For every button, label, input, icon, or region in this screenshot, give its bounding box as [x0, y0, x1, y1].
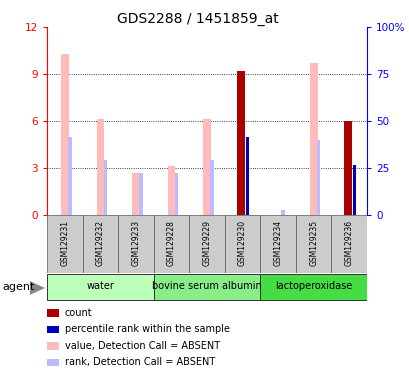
Bar: [237, 71, 245, 215]
Text: GSM129233: GSM129233: [131, 220, 140, 266]
Bar: [47, 215, 83, 273]
Bar: [245, 137, 248, 215]
Bar: [224, 215, 260, 273]
Bar: [174, 173, 178, 215]
Bar: [316, 140, 319, 215]
Bar: [47, 274, 153, 300]
Text: GSM129228: GSM129228: [166, 220, 175, 266]
Bar: [210, 160, 213, 215]
Text: lactoperoxidase: lactoperoxidase: [274, 281, 351, 291]
Bar: [153, 215, 189, 273]
Bar: [281, 210, 284, 215]
Bar: [260, 215, 295, 273]
Bar: [260, 274, 366, 300]
Bar: [118, 215, 153, 273]
Bar: [132, 173, 139, 215]
Bar: [330, 215, 366, 273]
Text: GSM129230: GSM129230: [238, 220, 247, 266]
Text: GSM129235: GSM129235: [308, 220, 317, 266]
Bar: [153, 274, 260, 300]
Text: GSM129229: GSM129229: [202, 220, 211, 266]
Text: agent: agent: [2, 282, 34, 292]
Text: GSM129234: GSM129234: [273, 220, 282, 266]
Bar: [167, 166, 175, 215]
Title: GDS2288 / 1451859_at: GDS2288 / 1451859_at: [116, 12, 278, 26]
Text: GSM129236: GSM129236: [344, 220, 353, 266]
Text: bovine serum albumin: bovine serum albumin: [152, 281, 261, 291]
Bar: [103, 160, 107, 215]
Bar: [343, 121, 351, 215]
Bar: [139, 173, 142, 215]
Bar: [61, 53, 69, 215]
Bar: [68, 137, 72, 215]
Bar: [83, 215, 118, 273]
Bar: [309, 63, 317, 215]
Bar: [189, 215, 224, 273]
Text: GSM129232: GSM129232: [96, 220, 105, 266]
Text: rank, Detection Call = ABSENT: rank, Detection Call = ABSENT: [65, 358, 214, 367]
Text: count: count: [65, 308, 92, 318]
Bar: [96, 119, 104, 215]
Bar: [352, 165, 355, 215]
Text: value, Detection Call = ABSENT: value, Detection Call = ABSENT: [65, 341, 219, 351]
Text: GSM129231: GSM129231: [60, 220, 69, 266]
Text: water: water: [86, 281, 114, 291]
Bar: [202, 119, 211, 215]
Polygon shape: [30, 281, 45, 295]
Bar: [295, 215, 330, 273]
Text: percentile rank within the sample: percentile rank within the sample: [65, 324, 229, 334]
